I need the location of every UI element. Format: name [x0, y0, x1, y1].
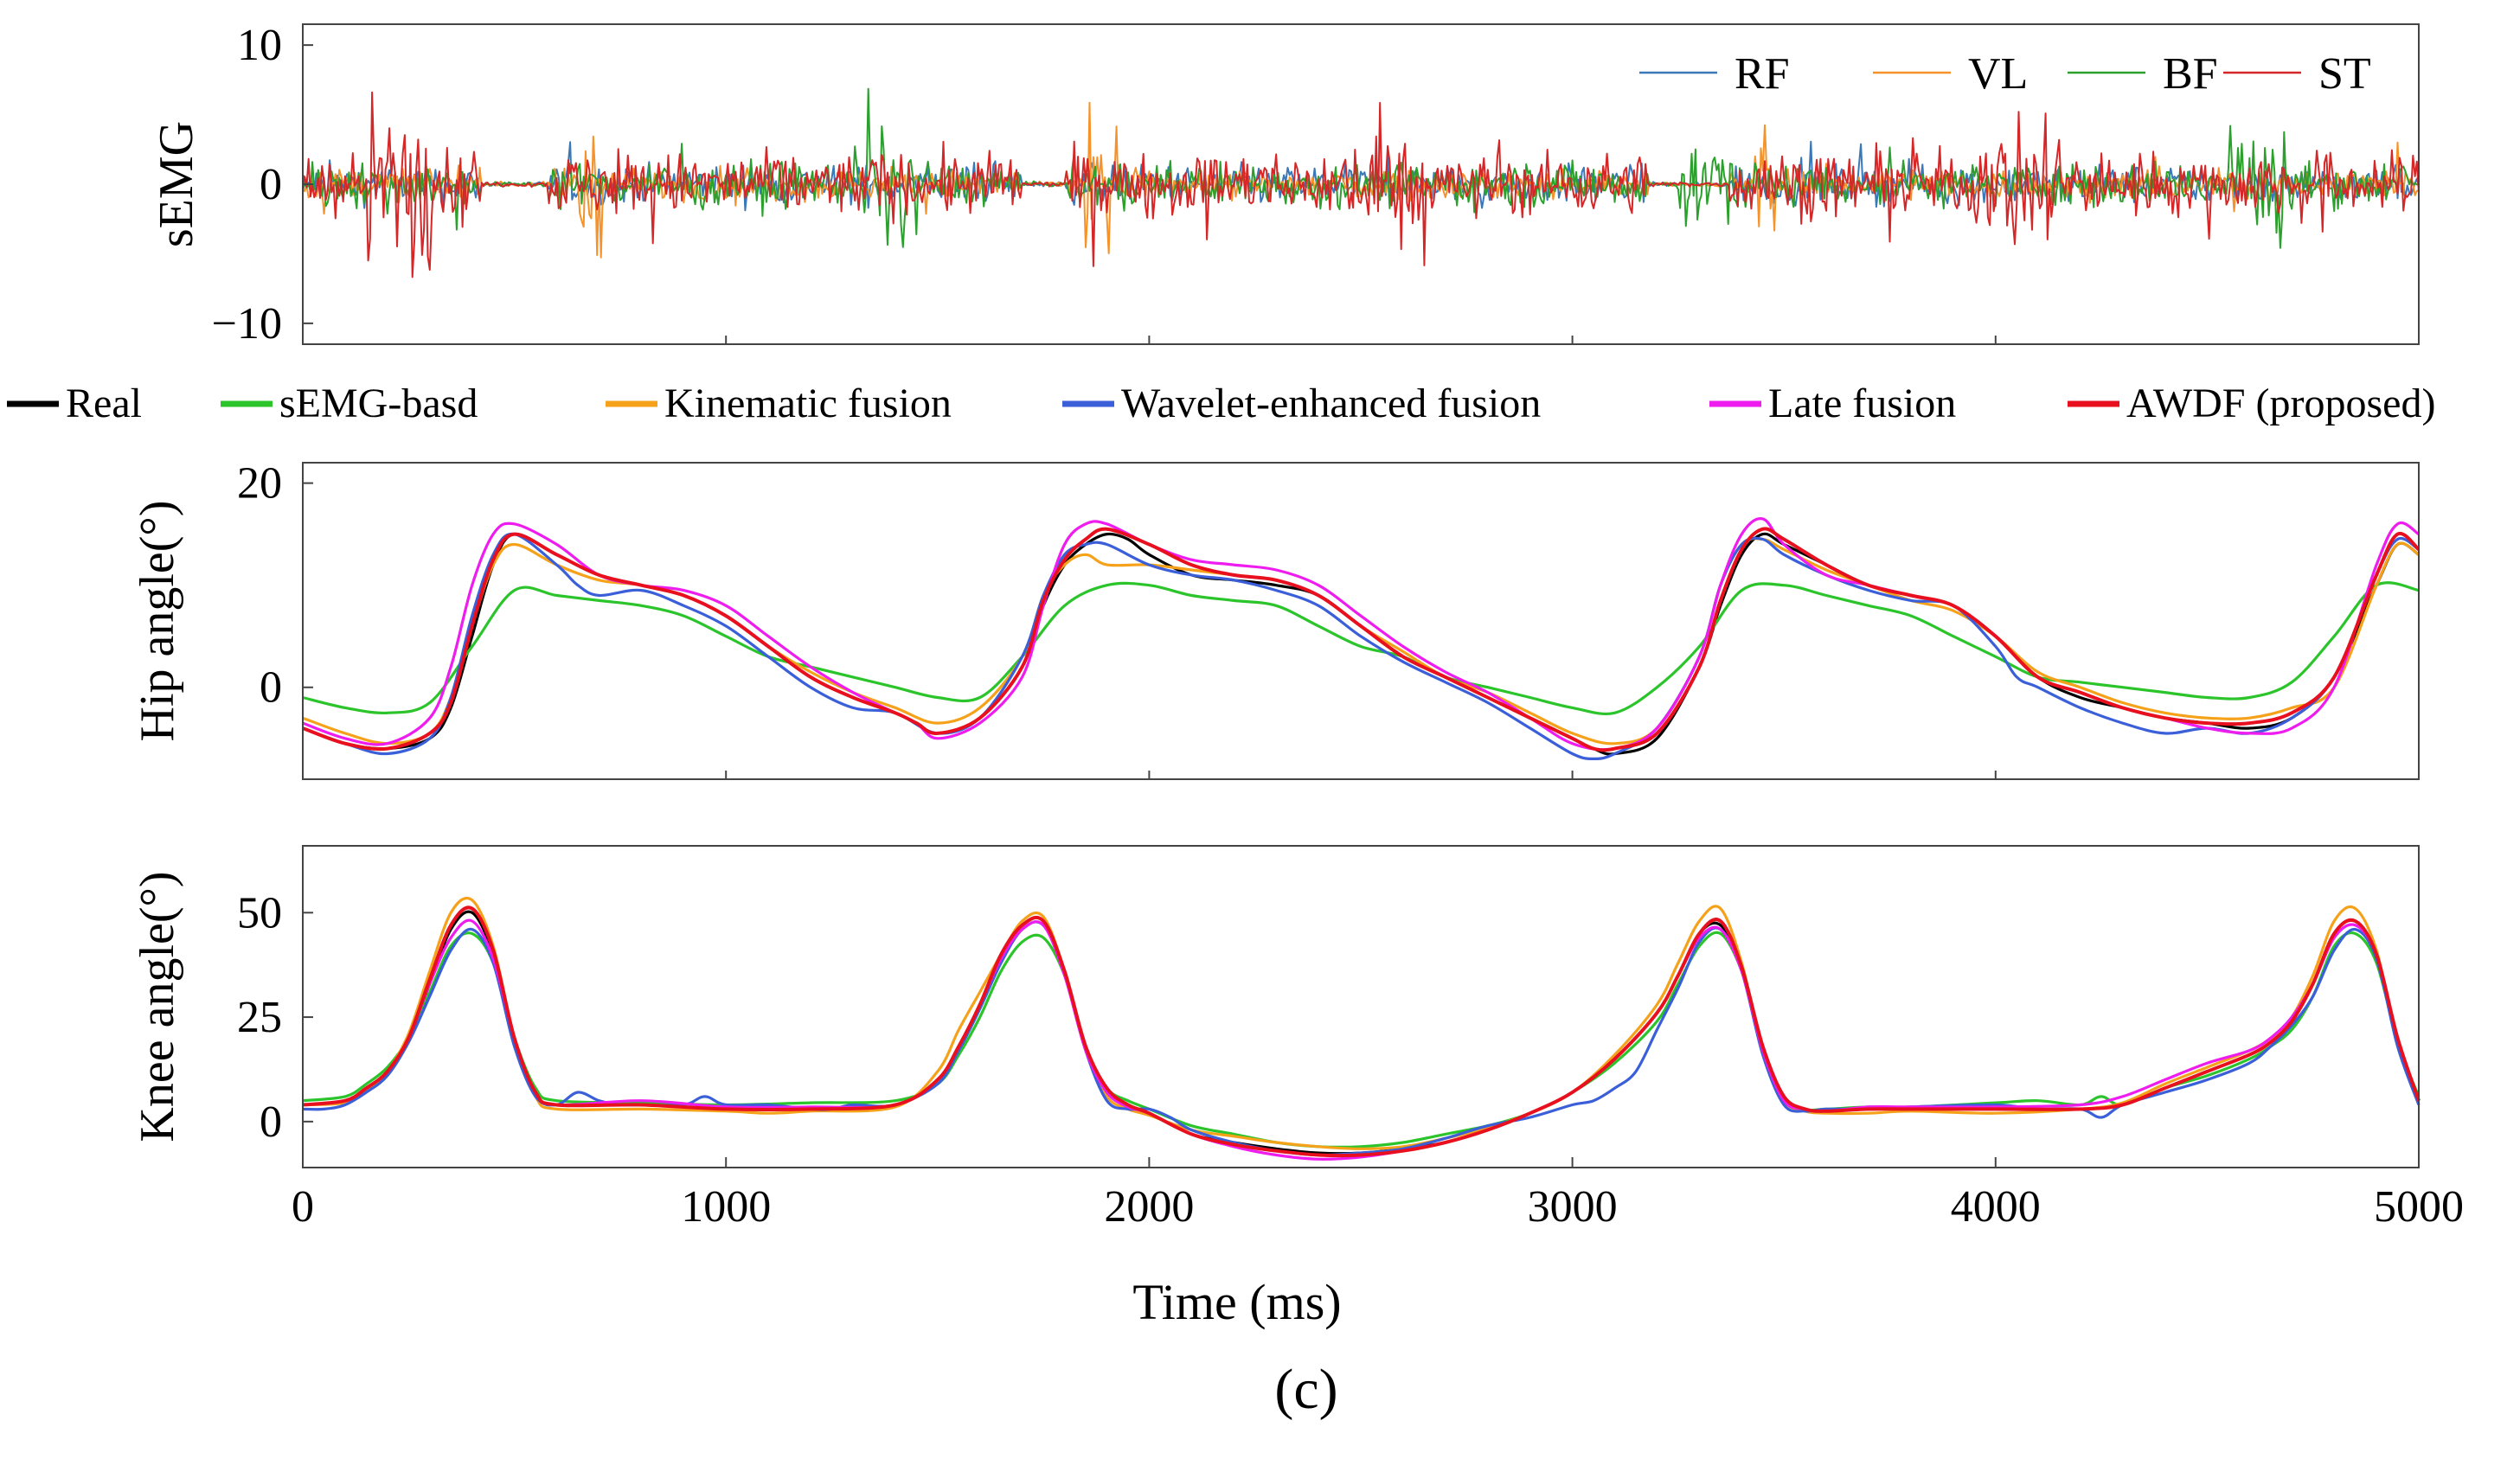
knee-xtick-label: 1000: [681, 1182, 771, 1232]
knee-ticks: 50 25 00 1000 2000 3000 4000 5000: [237, 888, 2464, 1232]
knee-lines: [302, 896, 2421, 1161]
2-ytick-label: 0: [260, 1097, 282, 1147]
angle-legend-label: Late fusion: [1768, 381, 1956, 426]
semg-legend-label-rf: RF: [1735, 49, 1790, 99]
hip-lines: [302, 517, 2421, 760]
angle-legend: Real sEMG-basd Kinematic fusion Wavelet-enh…: [7, 381, 2435, 426]
knee-xtick-label: 4000: [1951, 1182, 2041, 1232]
semg-ylabel: sEMG: [150, 121, 203, 247]
semg-traces: [302, 87, 2420, 278]
hip-ylabel: Hip angle(°): [131, 501, 184, 742]
angle-legend-label: sEMG-basd: [279, 381, 478, 426]
knee-xtick-label: 3000: [1528, 1182, 1618, 1232]
knee-axes-frame: [302, 845, 2420, 1168]
knee-xtick-label: 2000: [1104, 1182, 1194, 1232]
knee-xtick-label: 5000: [2374, 1182, 2464, 1232]
semg-legend-label-bf: BF: [2163, 49, 2218, 99]
hip-panel: 20 0 Hip angle(°): [131, 459, 2421, 780]
angle-legend-label: AWDF (proposed): [2126, 381, 2435, 426]
knee-xlabel: Time (ms): [1132, 1274, 1341, 1330]
semg-legend-label-st: ST: [2318, 49, 2371, 99]
angle-legend-label: Real: [66, 381, 142, 426]
knee-xtick-label: 0: [292, 1182, 314, 1232]
1-ytick-label: 0: [260, 663, 282, 713]
hip-ticks: 20 0: [237, 459, 2420, 779]
hip-line-wavelet-enhanced-fusion: [302, 532, 2420, 760]
2-ytick-label: 50: [237, 888, 282, 937]
hip-line-semg-basd: [302, 581, 2420, 716]
hip-axes-frame: [302, 462, 2420, 780]
semg-trace-st: [302, 91, 2420, 278]
angle-legend-label: Kinematic fusion: [664, 381, 952, 426]
knee-ylabel: Knee angle(°): [131, 871, 184, 1142]
figure-caption: (c): [1274, 1358, 1337, 1421]
semg-panel: 10 0 −10 sEMG RF VL BF ST: [150, 21, 2420, 349]
semg-legend: RF VL BF ST: [1639, 49, 2371, 99]
hip-line-awdf-proposed: [302, 527, 2421, 752]
1-ytick-label: 20: [237, 459, 282, 509]
semg-ticks: 10 0 −10: [212, 21, 2420, 349]
knee-line-wavelet-enhanced-fusion: [302, 920, 2421, 1157]
knee-panel: 50 25 00 1000 2000 3000 4000 5000 Knee angle(°)…: [131, 845, 2464, 1330]
angle-legend-label: Wavelet-enhanced fusion: [1121, 381, 1541, 426]
knee-line-kinematic-fusion: [302, 896, 2421, 1150]
0-ytick-label: 0: [260, 160, 282, 209]
2-ytick-label: 25: [237, 993, 282, 1042]
0-ytick-label: −10: [212, 299, 282, 349]
semg-legend-label-vl: VL: [1968, 49, 2028, 99]
knee-line-awdf-proposed: [302, 905, 2421, 1158]
0-ytick-label: 10: [237, 21, 282, 70]
